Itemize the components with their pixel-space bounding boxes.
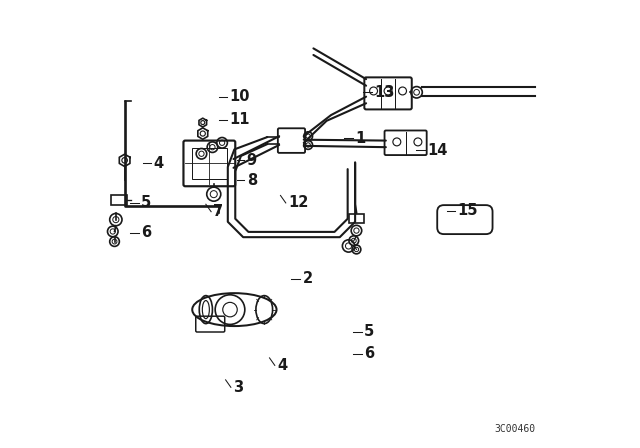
- Text: 3: 3: [233, 380, 243, 395]
- Text: 4: 4: [277, 358, 287, 373]
- Text: 6: 6: [141, 225, 152, 240]
- Text: 11: 11: [229, 112, 250, 127]
- Text: 9: 9: [246, 153, 257, 168]
- Text: 5: 5: [141, 195, 152, 211]
- Text: 3C00460: 3C00460: [494, 424, 535, 434]
- Text: 2: 2: [303, 271, 312, 286]
- Text: 15: 15: [458, 203, 478, 218]
- Text: 4: 4: [154, 156, 164, 171]
- Text: 8: 8: [246, 172, 257, 188]
- Text: 14: 14: [428, 143, 448, 158]
- Text: 5: 5: [364, 324, 374, 339]
- Text: 12: 12: [288, 195, 308, 211]
- Text: 1: 1: [355, 131, 365, 146]
- Bar: [192, 148, 227, 179]
- Bar: [111, 194, 127, 205]
- Text: 13: 13: [374, 85, 394, 100]
- Bar: [349, 214, 364, 223]
- Text: 10: 10: [229, 89, 250, 104]
- Text: 6: 6: [364, 346, 374, 361]
- Text: 7: 7: [213, 204, 223, 219]
